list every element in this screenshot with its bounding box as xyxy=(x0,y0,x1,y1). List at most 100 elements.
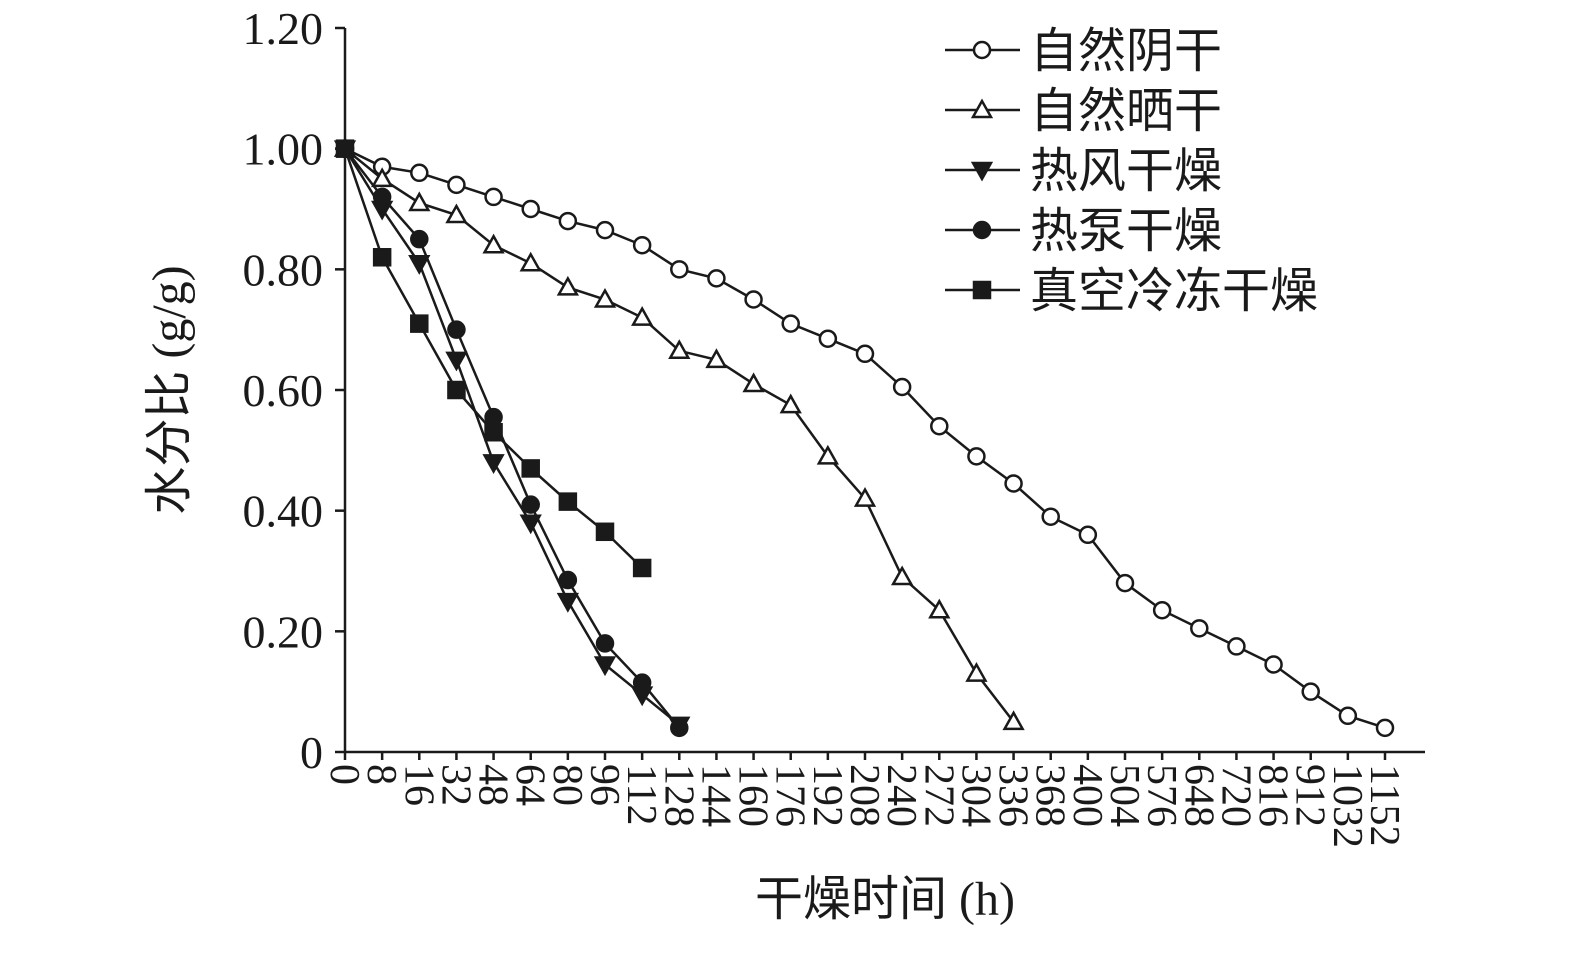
marker xyxy=(595,220,615,240)
x-tick-label: 720 xyxy=(1212,764,1258,827)
x-tick-label: 16 xyxy=(395,764,441,806)
legend-label: 自然阴干 xyxy=(1030,25,1222,78)
marker xyxy=(1264,655,1283,674)
y-tick-label: 0.40 xyxy=(243,486,324,537)
marker xyxy=(521,199,540,219)
x-tick-label: 192 xyxy=(804,764,850,827)
marker xyxy=(556,592,579,613)
marker xyxy=(410,163,429,183)
x-tick-label: 368 xyxy=(1027,764,1073,827)
marker xyxy=(1002,710,1025,731)
marker xyxy=(1338,706,1358,726)
x-tick-label: 1152 xyxy=(1361,764,1407,846)
legend-label: 真空冷冻干燥 xyxy=(1030,265,1318,318)
marker xyxy=(521,459,540,478)
marker xyxy=(967,447,986,466)
series-line xyxy=(343,148,644,569)
legend-label: 热泵干燥 xyxy=(1030,205,1222,258)
marker xyxy=(632,558,652,578)
x-tick-label: 912 xyxy=(1287,764,1333,827)
y-tick-label: 0.20 xyxy=(243,606,324,657)
marker xyxy=(410,229,429,249)
marker xyxy=(970,98,994,119)
y-axis-label: 水分比 (g/g) xyxy=(143,265,196,514)
x-tick-label: 112 xyxy=(618,764,664,825)
marker xyxy=(1004,474,1023,493)
marker xyxy=(371,167,394,188)
marker xyxy=(1227,637,1246,656)
marker xyxy=(670,718,689,738)
y-tick-label: 0.60 xyxy=(243,365,324,416)
x-tick-label: 240 xyxy=(878,764,924,827)
x-tick-label: 1032 xyxy=(1324,764,1370,848)
x-tick-label: 176 xyxy=(767,764,813,827)
marker xyxy=(1190,619,1209,638)
x-tick-label: 816 xyxy=(1250,764,1296,827)
x-tick-label: 160 xyxy=(730,764,776,827)
x-tick-label: 208 xyxy=(841,764,887,827)
marker xyxy=(1375,718,1395,738)
x-tick-label: 304 xyxy=(952,764,998,827)
x-tick-label: 80 xyxy=(544,764,590,806)
marker xyxy=(447,175,466,195)
marker xyxy=(779,393,802,414)
marker xyxy=(930,416,949,436)
marker xyxy=(447,320,466,339)
marker xyxy=(558,492,578,511)
marker xyxy=(965,662,988,682)
marker xyxy=(484,422,503,442)
marker xyxy=(816,444,839,465)
legend-label: 热风干燥 xyxy=(1030,145,1222,198)
marker xyxy=(447,380,466,400)
marker xyxy=(482,233,505,254)
marker xyxy=(972,280,992,300)
marker xyxy=(853,487,877,507)
x-axis-label: 干燥时间 (h) xyxy=(755,873,1015,926)
marker xyxy=(335,139,355,158)
marker xyxy=(558,211,578,231)
x-tick-label: 400 xyxy=(1064,764,1110,827)
series-line xyxy=(343,148,681,726)
marker xyxy=(558,570,578,590)
marker xyxy=(1115,573,1135,593)
marker xyxy=(372,248,392,267)
marker xyxy=(445,203,468,224)
x-tick-label: 96 xyxy=(581,764,627,806)
x-tick-label: 8 xyxy=(358,764,404,785)
marker xyxy=(972,40,992,60)
y-tick-label: 0 xyxy=(300,727,323,778)
x-tick-label: 504 xyxy=(1101,764,1147,827)
marker xyxy=(484,187,503,207)
x-tick-label: 648 xyxy=(1175,764,1221,827)
marker xyxy=(593,287,617,308)
marker xyxy=(445,351,468,372)
x-tick-label: 48 xyxy=(470,764,516,806)
marker xyxy=(892,377,912,397)
marker xyxy=(670,260,689,279)
marker xyxy=(595,634,615,653)
marker xyxy=(668,339,691,360)
marker xyxy=(1078,525,1098,545)
x-tick-label: 0 xyxy=(321,764,367,785)
series-line xyxy=(344,147,1015,723)
marker xyxy=(519,514,542,535)
marker xyxy=(705,348,728,369)
marker xyxy=(521,495,540,514)
marker xyxy=(1301,682,1320,701)
series-line xyxy=(344,147,681,729)
marker xyxy=(556,275,579,296)
y-tick-label: 1.20 xyxy=(243,3,324,54)
marker xyxy=(1041,507,1060,526)
x-tick-label: 272 xyxy=(915,764,961,827)
marker xyxy=(408,255,431,275)
marker xyxy=(595,522,615,542)
marker xyxy=(484,407,503,427)
x-tick-label: 64 xyxy=(507,764,553,806)
marker xyxy=(781,314,800,333)
marker xyxy=(744,290,763,309)
legend-label: 自然晒干 xyxy=(1030,85,1222,138)
marker xyxy=(742,372,765,393)
marker xyxy=(519,251,542,272)
x-tick-label: 576 xyxy=(1138,764,1184,827)
y-tick-label: 1.00 xyxy=(243,124,324,175)
